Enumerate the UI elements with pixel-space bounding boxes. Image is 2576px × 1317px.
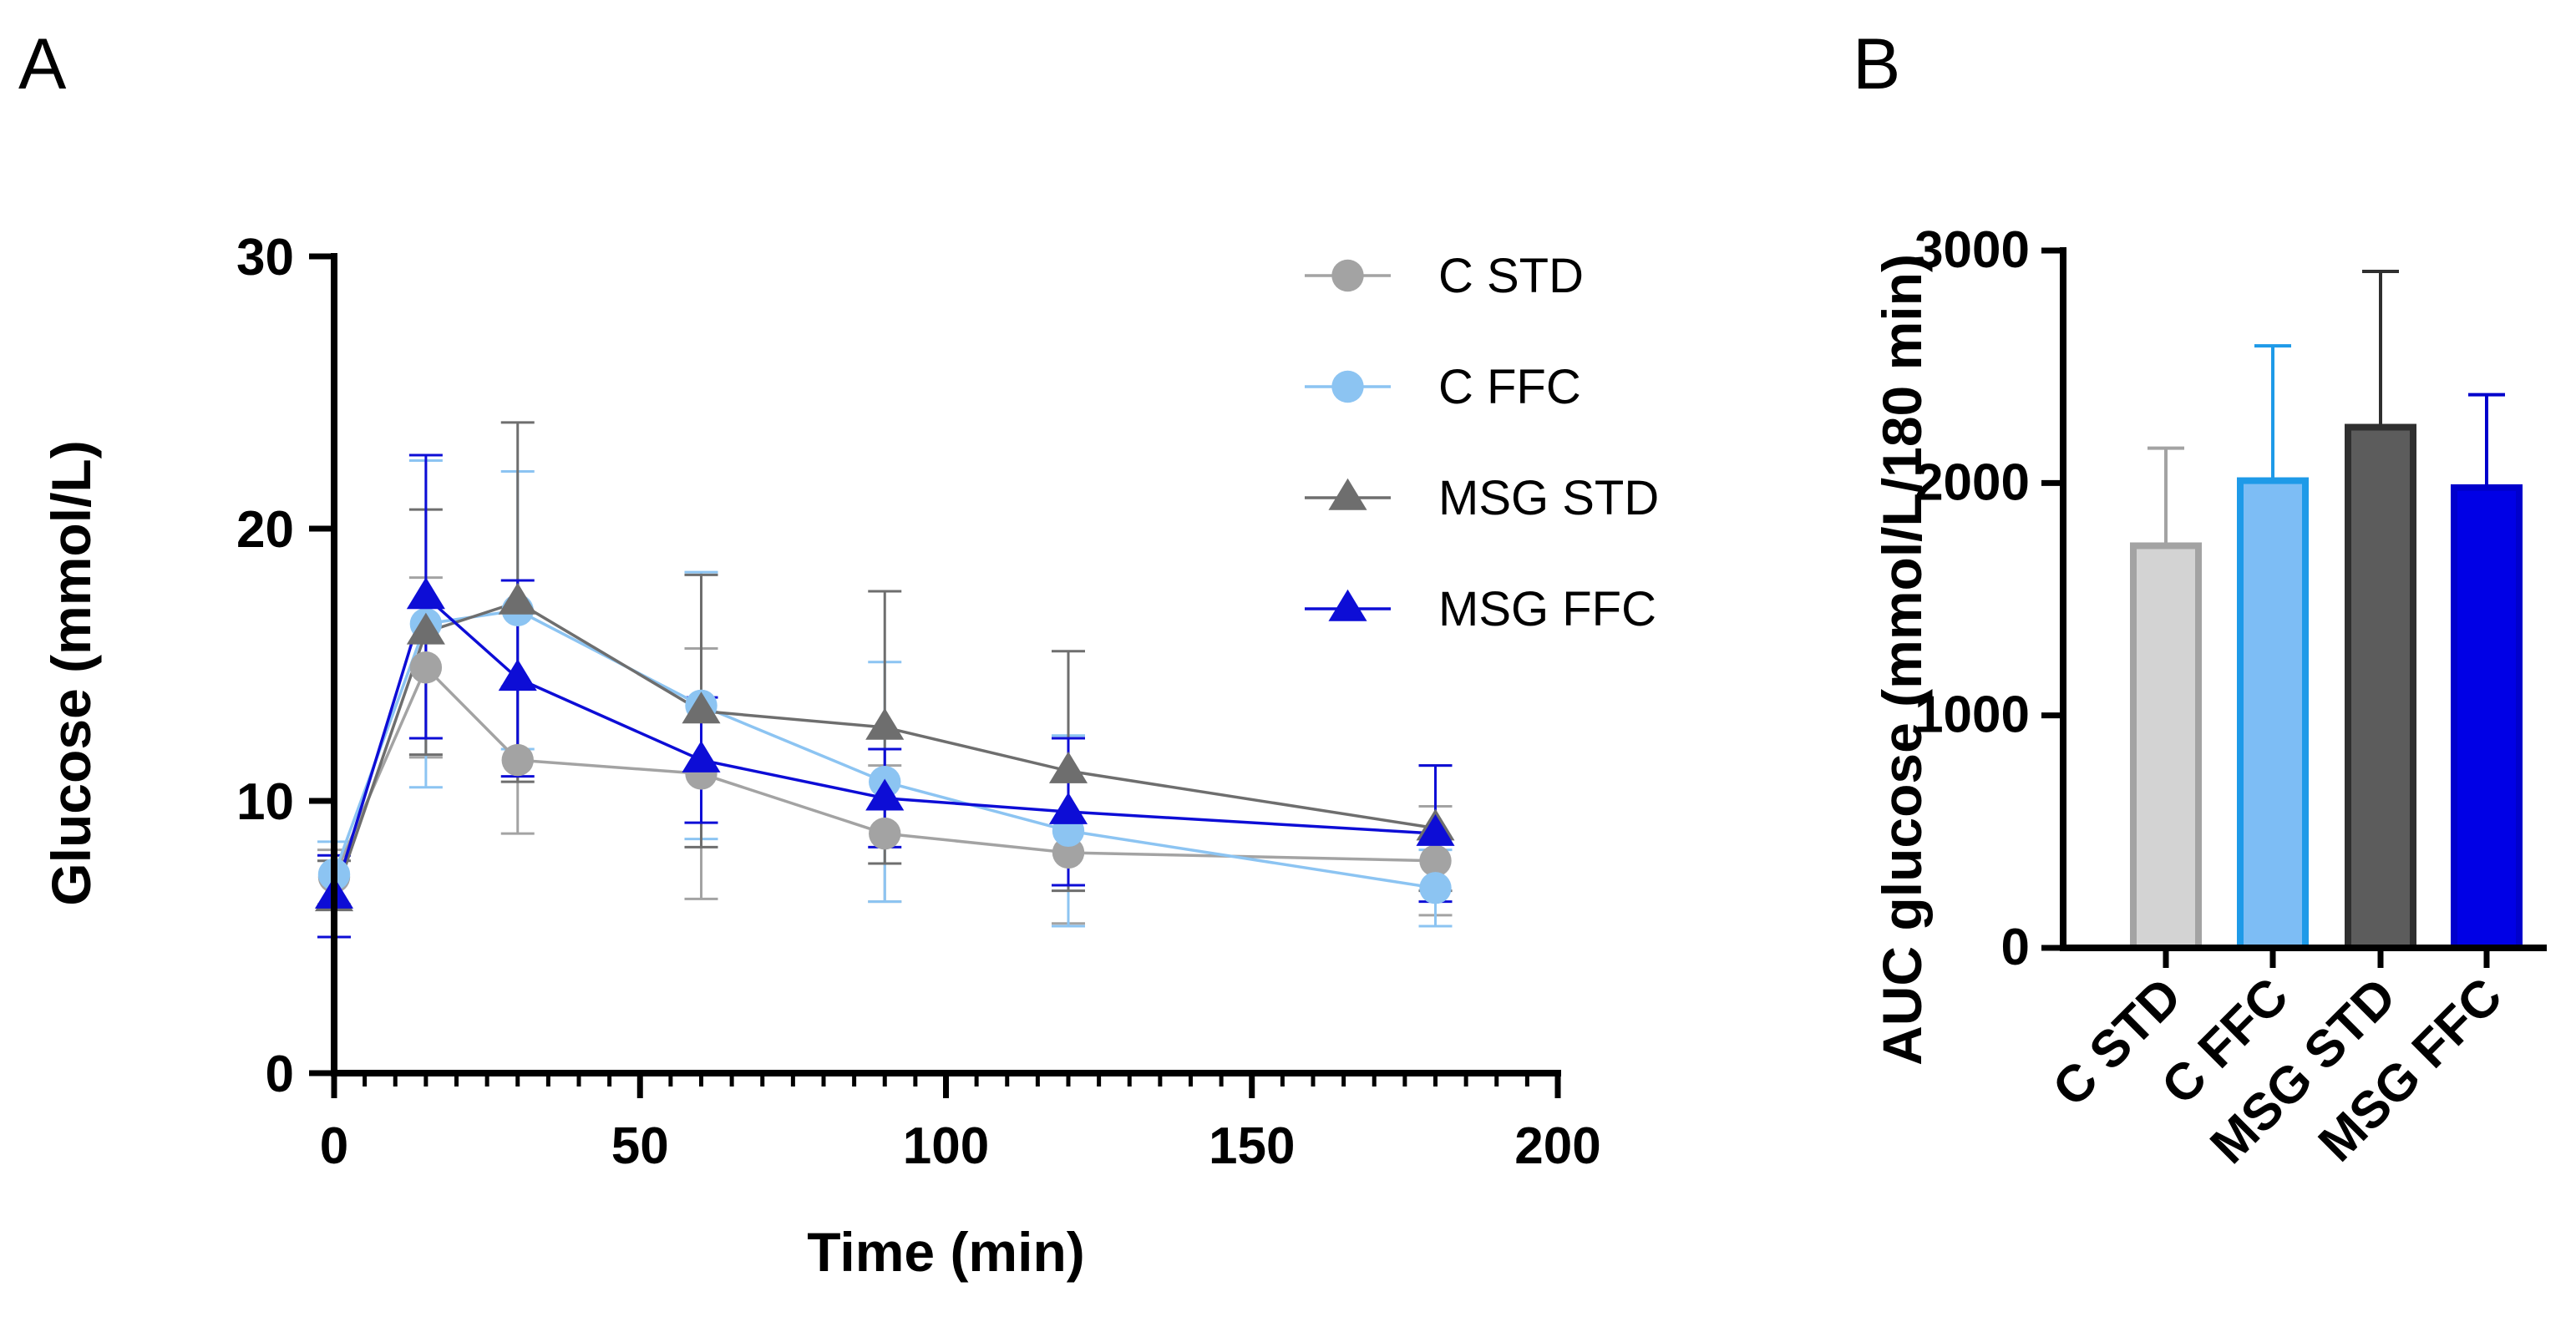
y-tick-label-30: 30 <box>236 229 294 286</box>
x-tick-label-0: 0 <box>320 1117 348 1175</box>
y-tick-label-2000: 2000 <box>1914 453 2030 511</box>
legend-marker-msg-std <box>1328 478 1367 510</box>
error-bars-msg-std <box>317 421 1453 939</box>
y-tick-label-0: 0 <box>2001 919 2030 976</box>
line-chart-legend: C STD C FFC MSG STD MSG FFC <box>1305 249 1659 636</box>
data-point-msg-std-60 <box>682 691 721 724</box>
line-chart-y-axis-title: Glucose (mmol/L) <box>40 440 102 905</box>
legend-marker-c-ffc <box>1331 370 1364 403</box>
bar-msg-std <box>2345 423 2416 951</box>
x-tick-label-150: 150 <box>1209 1117 1295 1175</box>
line-chart-x-ticks: 0 50 100 150 200 <box>320 1073 1601 1175</box>
panel-label-b: B <box>1853 24 1900 104</box>
y-tick-label-10: 10 <box>236 773 294 831</box>
y-tick-label-1000: 1000 <box>1914 686 2030 744</box>
data-point-msg-ffc-90 <box>865 778 905 811</box>
data-point-msg-ffc-120 <box>1048 792 1088 824</box>
data-point-c-std-90 <box>869 817 901 850</box>
bar-chart-y-ticks: 0 1000 2000 3000 <box>1914 221 2063 976</box>
y-tick-label-0: 0 <box>266 1046 294 1103</box>
y-tick-label-20: 20 <box>236 501 294 559</box>
bar-msg-ffc <box>2451 484 2523 951</box>
legend-label-c-ffc: C FFC <box>1438 360 1581 414</box>
x-tick-label-200: 200 <box>1514 1117 1600 1175</box>
data-point-msg-std-15 <box>406 612 445 645</box>
data-point-msg-ffc-15 <box>406 577 445 610</box>
legend-label-c-std: C STD <box>1438 249 1584 303</box>
bar-chart-marks <box>2130 270 2523 951</box>
data-point-msg-ffc-60 <box>682 740 721 772</box>
y-tick-label-3000: 3000 <box>1914 221 2030 279</box>
data-point-c-std-15 <box>409 651 443 684</box>
legend-label-msg-ffc: MSG FFC <box>1438 582 1656 636</box>
bar-c-std <box>2130 542 2202 951</box>
data-point-msg-std-30 <box>498 582 537 615</box>
line-chart-y-ticks: 0 10 20 30 <box>236 229 334 1103</box>
data-point-msg-std-90 <box>865 707 905 740</box>
data-point-c-ffc-180 <box>1419 872 1452 904</box>
data-point-msg-std-120 <box>1048 751 1088 783</box>
x-tick-label-100: 100 <box>903 1117 989 1175</box>
bar-chart-y-axis-title: AUC glucose (mmol/L/180 min) <box>1871 254 1933 1066</box>
line-chart-panel: 0 10 20 30 0 50 100 150 200 Time (min) Glucose … <box>40 229 1659 1283</box>
panel-label-a: A <box>18 24 67 104</box>
data-point-msg-ffc-180 <box>1416 813 1455 846</box>
legend-label-msg-std: MSG STD <box>1438 471 1659 525</box>
legend-marker-msg-ffc <box>1328 589 1367 621</box>
line-chart-marks <box>314 421 1455 939</box>
legend-marker-c-std <box>1331 259 1364 292</box>
data-point-c-std-30 <box>501 743 534 777</box>
x-tick-label-50: 50 <box>611 1117 669 1175</box>
line-chart-x-axis-title: Time (min) <box>807 1221 1084 1283</box>
data-point-c-std-180 <box>1419 844 1452 877</box>
data-point-msg-ffc-30 <box>498 659 537 691</box>
bar-c-ffc <box>2237 477 2309 951</box>
